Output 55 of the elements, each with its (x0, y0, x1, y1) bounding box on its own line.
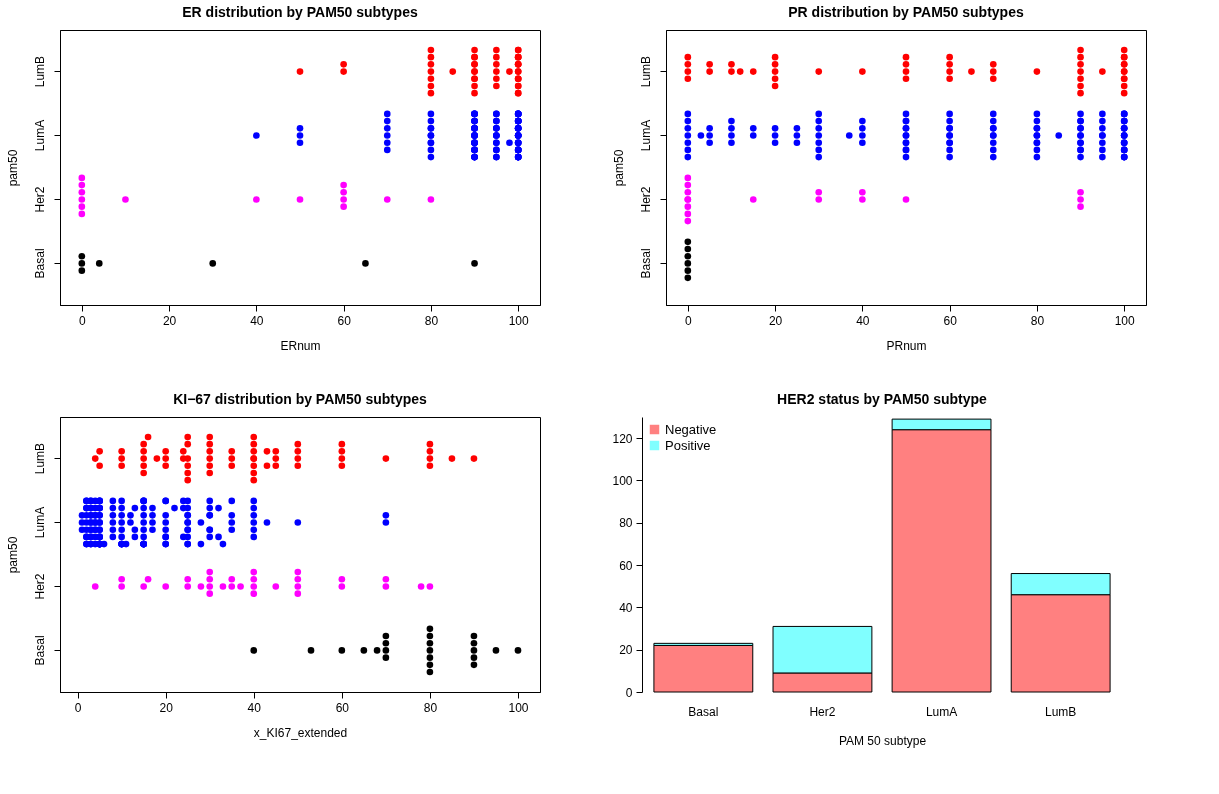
x-tick-label: Basal (688, 704, 719, 719)
x-tick-label: LumA (925, 704, 958, 719)
x-axis-title: x_KI67_extended (253, 725, 348, 740)
chart-title: PR distribution by PAM50 subtypes (788, 4, 1024, 20)
y-tick-label: Her2 (32, 186, 47, 213)
x-tick-label: 0 (78, 313, 86, 328)
bar (653, 644, 754, 693)
x-tick-label: 80 (1030, 313, 1045, 328)
x-tick-label: 80 (423, 700, 438, 715)
y-tick-label: LumB (32, 55, 47, 88)
y-tick-label: LumA (32, 119, 47, 152)
y-tick-label: Her2 (32, 573, 47, 600)
y-tick-label: LumA (638, 119, 653, 152)
x-tick-label: 80 (424, 313, 439, 328)
x-tick-label: LumB (1044, 704, 1077, 719)
y-axis-title: pam50 (5, 149, 20, 187)
x-tick-label: 100 (508, 313, 530, 328)
x-tick-label: 40 (247, 700, 262, 715)
y-tick-label: Her2 (638, 186, 653, 213)
x-axis-title: ERnum (280, 338, 321, 353)
y-tick-label: Basal (32, 635, 47, 666)
x-tick-label: 40 (250, 313, 264, 328)
x-tick-label: 20 (162, 313, 177, 328)
y-tick-label: 120 (612, 431, 633, 446)
x-tick-label: 0 (684, 313, 692, 328)
chart-title: HER2 status by PAM50 subtype (777, 391, 988, 407)
x-tick-label: Her2 (809, 704, 836, 719)
y-tick-label: 40 (619, 600, 633, 615)
x-tick-label: 20 (768, 313, 783, 328)
chart-title: ER distribution by PAM50 subtypes (182, 4, 418, 20)
x-tick-label: 40 (856, 313, 870, 328)
y-tick-label: Basal (638, 248, 653, 279)
y-tick-label: LumB (32, 442, 47, 475)
y-tick-label: LumB (638, 55, 653, 88)
x-tick-label: 60 (337, 313, 352, 328)
chart-title: KI−67 distribution by PAM50 subtypes (173, 391, 428, 407)
x-tick-label: 60 (335, 700, 350, 715)
x-tick-label: 60 (943, 313, 958, 328)
x-tick-label: 100 (1114, 313, 1136, 328)
x-axis-title: PRnum (886, 338, 927, 353)
x-tick-label: 20 (159, 700, 174, 715)
x-tick-label: 0 (74, 700, 82, 715)
x-axis-title: PAM 50 subtype (838, 733, 927, 748)
y-axis-title: pam50 (611, 149, 626, 187)
y-axis-title: pam50 (5, 536, 20, 574)
x-tick-label: 100 (508, 700, 529, 715)
y-tick-label: 0 (625, 685, 633, 700)
legend-label: Negative (665, 421, 717, 437)
y-tick-label: 20 (619, 643, 633, 658)
y-tick-label: 100 (612, 473, 633, 488)
y-tick-label: Basal (32, 248, 47, 279)
y-tick-label: 80 (619, 516, 633, 531)
y-tick-label: 60 (619, 558, 633, 573)
y-tick-label: LumA (32, 506, 47, 539)
legend-label: Positive (665, 437, 711, 453)
